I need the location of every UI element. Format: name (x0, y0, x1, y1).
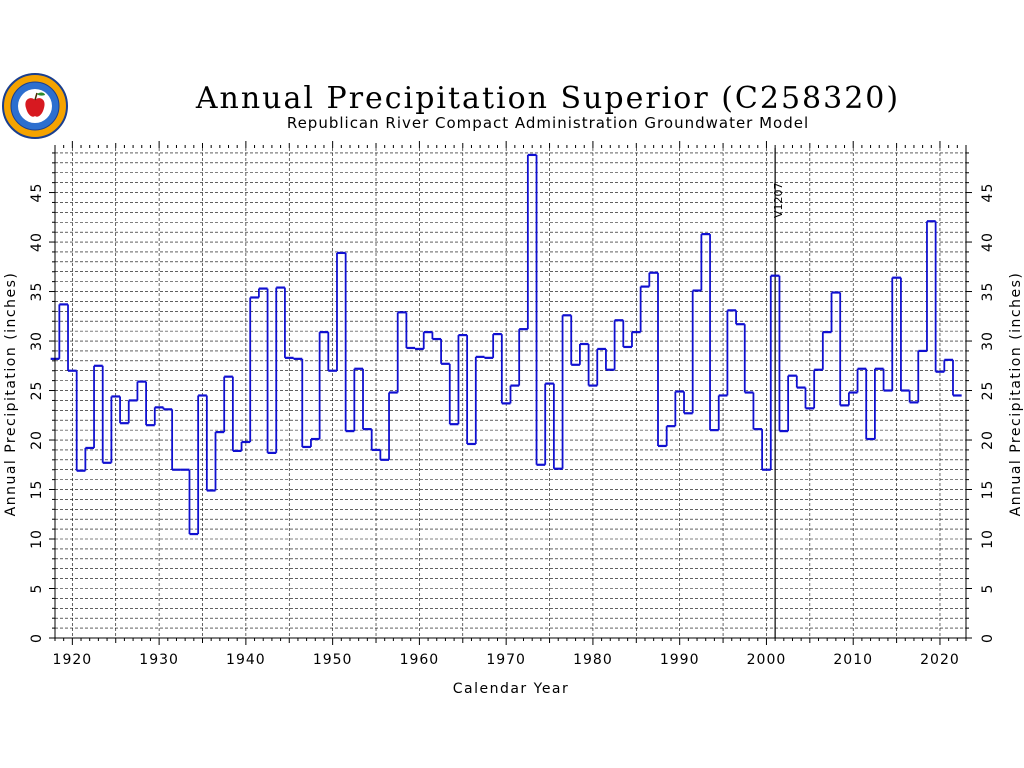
x-tick-label: 1920 (53, 652, 93, 668)
y-tick-label-left: 45 (29, 183, 45, 203)
x-tick-label: 1990 (660, 652, 700, 668)
x-tick-label: 2020 (920, 652, 960, 668)
seal-logo (2, 73, 68, 139)
x-tick-label: 1950 (313, 652, 353, 668)
y-tick-label-left: 10 (29, 529, 45, 549)
chart-title: Annual Precipitation Superior (C258320) (195, 81, 900, 116)
y-tick-label-left: 20 (29, 430, 45, 450)
y-tick-label-left: 5 (29, 584, 45, 594)
bars (50, 153, 962, 536)
annotation-label: V1207 (772, 182, 785, 218)
y-tick-label-right: 35 (980, 282, 996, 302)
y-tick-label-left: 35 (29, 282, 45, 302)
y-tick-label-right: 20 (980, 430, 996, 450)
y-tick-label-right: 15 (980, 480, 996, 500)
y-tick-label-left: 30 (29, 331, 45, 351)
x-axis-label: Calendar Year (453, 681, 570, 697)
x-tick-label: 2000 (747, 652, 787, 668)
y-axis-label-right: Annual Precipitation (inches) (1008, 272, 1024, 517)
y-tick-label-right: 5 (980, 584, 996, 594)
y-axis-label-left: Annual Precipitation (inches) (3, 272, 19, 517)
y-tick-label-left: 15 (29, 480, 45, 500)
y-tick-label-right: 40 (980, 232, 996, 252)
y-tick-label-right: 0 (980, 633, 996, 643)
x-tick-label: 2010 (833, 652, 873, 668)
x-tick-label: 1930 (139, 652, 179, 668)
y-tick-label-left: 40 (29, 232, 45, 252)
y-tick-label-left: 0 (29, 633, 45, 643)
x-tick-label: 1980 (573, 652, 613, 668)
annotation-layer: V1207 (772, 148, 785, 638)
x-tick-label: 1940 (226, 652, 266, 668)
y-tick-label-right: 45 (980, 183, 996, 203)
y-tick-label-right: 10 (980, 529, 996, 549)
x-tick-label: 1970 (486, 652, 526, 668)
grid (55, 148, 966, 638)
chart-subtitle: Republican River Compact Administration … (287, 114, 809, 132)
y-tick-label-right: 25 (980, 381, 996, 401)
x-tick-label: 1960 (400, 652, 440, 668)
y-tick-label-right: 30 (980, 331, 996, 351)
y-tick-label-left: 25 (29, 381, 45, 401)
